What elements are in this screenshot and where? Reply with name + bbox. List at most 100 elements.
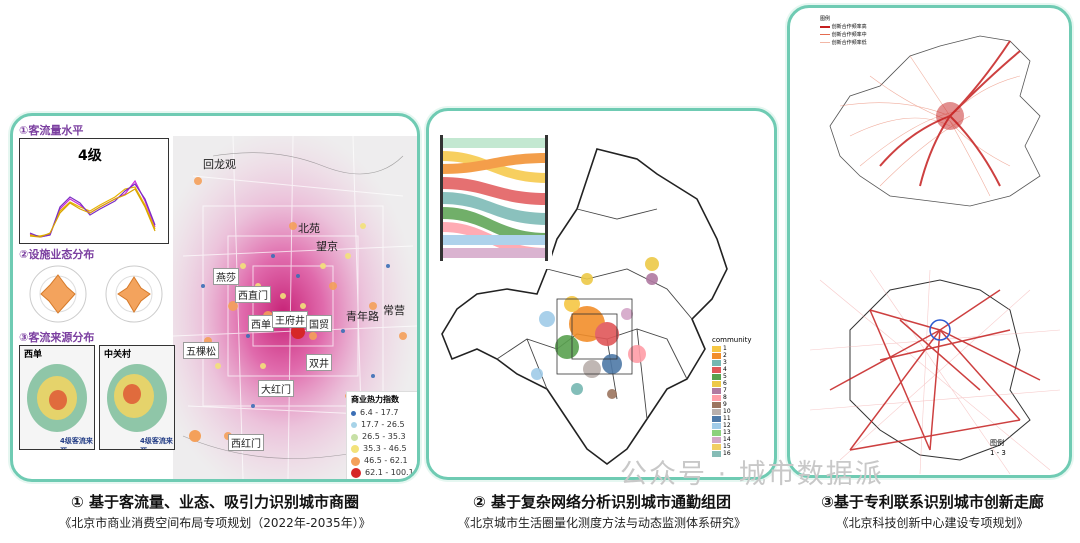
source-thumb-xidan: 西单 4级客流来源 <box>19 345 95 450</box>
legend-item: 12 <box>712 422 751 429</box>
legend-label: 2 <box>723 352 727 359</box>
thumb-title: 中关村 <box>104 350 132 360</box>
legend-item: 17.7 - 26.5 <box>351 419 417 431</box>
top-map-legend: 图例 创新合作频率高 创新合作频率中 创新合作频率低 <box>818 14 869 48</box>
source-panel2: 《北京城市生活圈量化测度方法与动态监测体系研究》 <box>457 516 746 530</box>
legend-label: 15 <box>723 443 731 450</box>
legend-label: 14 <box>723 436 731 443</box>
legend-swatch <box>712 436 721 443</box>
panel-innovation-corridors: 图例 创新合作频率高 创新合作频率中 创新合作频率低 图例 1 - 3 <box>787 5 1072 478</box>
heat-index-legend: 商业热力指数 6.4 - 17.7 17.7 - 26.5 26.5 - 35.… <box>346 391 417 479</box>
legend-swatch <box>712 408 721 415</box>
map-label: 西红门 <box>228 434 264 451</box>
legend-item: 35.3 - 46.5 <box>351 443 417 455</box>
map-label: 望京 <box>316 240 338 253</box>
legend-title: 图例 <box>990 439 1004 447</box>
legend-label: 6 <box>723 380 727 387</box>
thumb-caption: 4级客流来源 <box>60 437 93 449</box>
legend-item: 8 <box>712 394 751 401</box>
legend-swatch <box>712 387 721 394</box>
legend-item: 3 <box>712 359 751 366</box>
legend-swatch <box>712 359 721 366</box>
legend-label: 13 <box>723 429 731 436</box>
thumb-title: 西单 <box>24 350 43 360</box>
legend-swatch <box>712 345 721 352</box>
legend-item: 16 <box>712 450 751 457</box>
legend-item: 6.4 - 17.7 <box>351 407 417 419</box>
legend-item: 创新合作频率低 <box>820 39 867 47</box>
legend-swatch <box>712 380 721 387</box>
legend-item: 7 <box>712 387 751 394</box>
legend-item: 11 <box>712 415 751 422</box>
map-label: 燕莎 <box>213 268 239 285</box>
map-label: 王府井 <box>272 311 308 328</box>
source-panel1: 《北京市商业消费空间布局专项规划（2022年-2035年）》 <box>59 516 371 530</box>
legend-item: 26.5 - 35.3 <box>351 431 417 443</box>
legend-item: 6 <box>712 380 751 387</box>
flow-line-chart: 4级 <box>19 138 169 244</box>
panel-commercial-districts: 回龙观 北苑 望京 燕莎 西直门 西单 王府井 国贸 常营 青年路 五棵松 双井… <box>10 113 420 482</box>
legend-label: 11 <box>723 415 731 422</box>
panel-commute-clusters: community 1 2 3 4 5 6 7 8 9 10 11 12 13 14 15 16 <box>426 108 777 480</box>
legend-swatch <box>712 422 721 429</box>
legend-title: community <box>712 336 752 344</box>
legend-title: 图例 <box>820 16 831 22</box>
legend-item: 1 - 3 <box>990 449 1006 457</box>
map-label: 常营 <box>383 304 405 317</box>
patent-link-map-bottom <box>810 270 1060 474</box>
legend-label: 7 <box>723 387 727 394</box>
legend-label: 16 <box>723 450 731 457</box>
community-legend: community 1 2 3 4 5 6 7 8 9 10 11 12 13 14 15 16 <box>712 336 751 457</box>
legend-label: 9 <box>723 401 727 408</box>
map-label: 青年路 <box>346 310 379 323</box>
legend-item: 15 <box>712 443 751 450</box>
legend-swatch <box>712 429 721 436</box>
map-label: 北苑 <box>298 222 320 235</box>
commute-community-map <box>441 148 728 465</box>
thumb-caption: 4级客流来源 <box>140 437 173 449</box>
map-label: 大红门 <box>258 380 294 397</box>
legend-item: 10 <box>712 408 751 415</box>
radar-chart-right <box>105 265 163 323</box>
radar-chart-left <box>29 265 87 323</box>
legend-label: 4 <box>723 366 727 373</box>
legend-title: 商业热力指数 <box>351 395 399 404</box>
legend-item: 2 <box>712 352 751 359</box>
legend-swatch <box>712 401 721 408</box>
legend-label: 12 <box>723 422 731 429</box>
legend-item: 13 <box>712 429 751 436</box>
chart-level-label: 4级 <box>78 148 102 164</box>
legend-item: 4 <box>712 366 751 373</box>
legend-swatch <box>712 394 721 401</box>
map-label: 回龙观 <box>203 158 236 171</box>
legend-item: 46.5 - 62.1 <box>351 455 417 467</box>
flow-curves <box>29 179 156 238</box>
legend-label: 5 <box>723 373 727 380</box>
map-label: 西单 <box>248 315 274 332</box>
caption-panel1: ① 基于客流量、业态、吸引力识别城市商圈 <box>71 493 359 511</box>
legend-item: 创新合作频率中 <box>820 31 867 39</box>
legend-item: 5 <box>712 373 751 380</box>
legend-item: 62.1 - 100.1 <box>351 467 417 479</box>
watermark: 公众号 · 城市数据派 <box>620 459 884 490</box>
legend-label: 8 <box>723 394 727 401</box>
section-facility-distribution: ②设施业态分布 <box>19 248 95 261</box>
source-panel3: 《北京科技创新中心建设专项规划》 <box>836 516 1029 530</box>
map-label: 西直门 <box>235 286 271 303</box>
source-thumb-zhongguancun: 中关村 4级客流来源 <box>99 345 175 450</box>
legend-item: 1 <box>712 345 751 352</box>
patent-link-map-top <box>810 16 1058 216</box>
legend-label: 1 <box>723 345 727 352</box>
map-label: 国贸 <box>306 315 332 332</box>
legend-swatch <box>712 366 721 373</box>
legend-item: 14 <box>712 436 751 443</box>
section-flow-level: ①客流量水平 <box>19 124 84 137</box>
commercial-heat-map <box>173 136 417 479</box>
section-source-distribution: ③客流来源分布 <box>19 331 95 344</box>
legend-label: 3 <box>723 359 727 366</box>
alluvial-inset <box>437 133 552 269</box>
bottom-map-legend: 图例 1 - 3 <box>990 438 1006 458</box>
legend-swatch <box>712 373 721 380</box>
legend-item: 创新合作频率高 <box>820 23 867 31</box>
caption-panel3: ③基于专利联系识别城市创新走廊 <box>821 493 1044 511</box>
